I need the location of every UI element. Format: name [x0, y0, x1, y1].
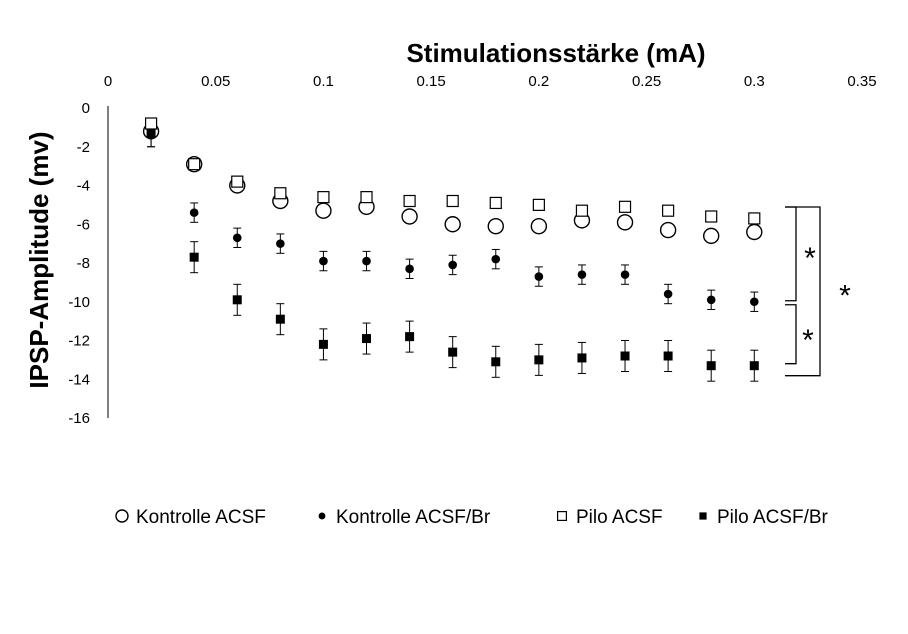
point-kontrolle-acsf-br [232, 233, 242, 243]
data-points [142, 117, 763, 371]
point-kontrolle-acsf-br [405, 264, 414, 274]
legend-item: Kontrolle ACSF/Br [318, 507, 491, 528]
point-pilo-acsf-br [749, 361, 759, 371]
y-tick-label: -8 [77, 255, 90, 272]
x-tick-label: 0.1 [313, 73, 334, 90]
x-tick-label: 0.2 [528, 73, 549, 90]
x-tick-label: 0.15 [417, 73, 446, 90]
point-pilo-acsf [317, 191, 330, 204]
legend-label: Kontrolle ACSF [136, 507, 266, 528]
point-pilo-acsf-br [362, 334, 372, 344]
point-kontrolle-acsf [746, 223, 763, 241]
y-tick-label: -2 [77, 139, 90, 156]
point-pilo-acsf-br [491, 357, 501, 367]
y-tick-labels: 0 -2 -4 -6 -8 -10 -12 -14 -16 [68, 100, 90, 427]
point-kontrolle-acsf [659, 221, 677, 239]
point-kontrolle-acsf [530, 217, 548, 235]
legend-item: Pilo ACSF [556, 507, 663, 528]
point-pilo-acsf [618, 200, 632, 213]
significance-bracket [785, 206, 821, 377]
point-pilo-acsf [446, 194, 459, 208]
y-tick-label: -14 [68, 371, 90, 388]
point-kontrolle-acsf-br [362, 256, 371, 266]
point-pilo-acsf-br [405, 332, 415, 342]
point-kontrolle-acsf [401, 208, 418, 225]
point-pilo-acsf [231, 175, 244, 188]
legend-label: Kontrolle ACSF/Br [336, 507, 491, 528]
point-pilo-acsf [748, 212, 761, 225]
significance-brackets: * * * [785, 206, 851, 377]
point-pilo-acsf [705, 210, 718, 223]
legend-marker [115, 509, 129, 523]
legend-label: Pilo ACSF [576, 507, 663, 528]
point-pilo-acsf [489, 196, 502, 210]
point-pilo-acsf-br [448, 347, 458, 357]
x-tick-label: 0.3 [744, 73, 765, 90]
point-pilo-acsf [144, 117, 158, 130]
point-pilo-acsf-br [706, 361, 716, 371]
error-bars [147, 119, 759, 382]
legend-marker [699, 512, 707, 520]
point-pilo-acsf [403, 194, 416, 208]
x-axis-title: Stimulationsstärke (mA) [406, 38, 705, 68]
y-tick-label: -10 [68, 294, 90, 311]
significance-star: * [839, 279, 851, 312]
point-pilo-acsf [575, 204, 589, 217]
point-kontrolle-acsf-br [276, 239, 285, 248]
x-tick-labels: 0 0.05 0.1 0.15 0.2 0.25 0.3 0.35 [104, 73, 877, 90]
point-pilo-acsf-br [318, 339, 328, 349]
point-kontrolle-acsf-br [620, 270, 630, 279]
x-tick-label: 0 [104, 73, 112, 90]
point-kontrolle-acsf-br [577, 270, 587, 279]
point-kontrolle-acsf-br [534, 272, 544, 281]
point-kontrolle-acsf-br [706, 295, 716, 305]
point-pilo-acsf-br [189, 252, 199, 262]
point-kontrolle-acsf-br [319, 256, 328, 266]
y-tick-label: -16 [68, 410, 90, 427]
point-kontrolle-acsf-br [491, 254, 501, 264]
significance-star: * [802, 324, 814, 357]
y-tick-label: -12 [68, 333, 90, 350]
significance-bracket [785, 304, 797, 365]
y-tick-label: 0 [82, 100, 90, 117]
legend: Kontrolle ACSF Kontrolle ACSF/Br Pilo ACSF… [115, 507, 829, 528]
point-pilo-acsf-br [663, 351, 673, 361]
point-pilo-acsf-br [275, 314, 285, 324]
point-pilo-acsf [188, 158, 201, 171]
point-pilo-acsf-br [534, 355, 544, 365]
point-pilo-acsf-br [232, 295, 242, 305]
x-tick-label: 0.25 [632, 73, 661, 90]
y-tick-label: -6 [77, 216, 90, 233]
point-kontrolle-acsf [444, 216, 461, 233]
point-kontrolle-acsf-br [448, 260, 457, 270]
point-kontrolle-acsf [616, 214, 634, 231]
point-pilo-acsf-br [620, 351, 630, 361]
legend-label: Pilo ACSF/Br [717, 507, 829, 528]
x-tick-label: 0.05 [201, 73, 230, 90]
legend-item: Kontrolle ACSF [115, 507, 266, 528]
point-pilo-acsf-br [146, 128, 156, 138]
point-pilo-acsf [662, 204, 675, 217]
point-kontrolle-acsf [315, 202, 332, 219]
point-kontrolle-acsf [487, 217, 504, 235]
point-pilo-acsf [274, 187, 287, 200]
x-tick-label: 0.35 [847, 73, 876, 90]
legend-marker [318, 512, 326, 520]
legend-item: Pilo ACSF/Br [699, 507, 829, 528]
point-pilo-acsf [360, 191, 373, 204]
point-pilo-acsf [532, 198, 545, 211]
point-kontrolle-acsf-br [749, 297, 759, 307]
point-kontrolle-acsf [703, 227, 720, 245]
significance-star: * [804, 242, 816, 275]
point-kontrolle-acsf-br [663, 289, 673, 299]
y-axis-title: IPSP-Amplitude (mv) [24, 131, 54, 388]
significance-bracket [785, 206, 797, 302]
y-tick-label: -4 [77, 178, 90, 195]
point-pilo-acsf-br [577, 353, 587, 363]
point-kontrolle-acsf-br [189, 208, 199, 217]
legend-marker [556, 511, 567, 522]
